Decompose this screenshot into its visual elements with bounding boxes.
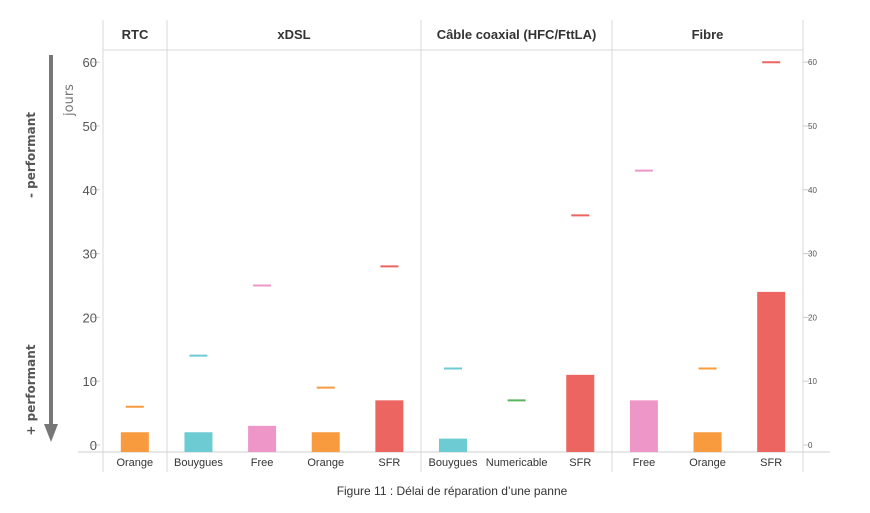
bar — [248, 425, 277, 452]
y-tick-left-label: 40 — [83, 183, 97, 198]
y-tick-right-label: 30 — [808, 250, 817, 259]
y-tick-right-label: 20 — [808, 313, 817, 322]
performance-arrow — [44, 55, 58, 442]
y-tick-left-label: 60 — [83, 55, 97, 70]
y-tick-left-label: 30 — [83, 247, 97, 262]
better-performance-label: + performant — [24, 344, 38, 435]
x-tick-label: Orange — [689, 457, 726, 469]
worse-performance-label: - performant — [24, 112, 38, 198]
y-axis-right: 0 10 20 30 40 50 60 — [803, 58, 817, 450]
bar — [311, 432, 340, 452]
x-tick-label: SFR — [760, 457, 782, 469]
bar — [757, 291, 786, 452]
x-tick-label: Orange — [307, 457, 344, 469]
x-tick-label: SFR — [569, 457, 591, 469]
y-tick-right-label: 40 — [808, 186, 817, 195]
x-axis-labels: Orange Bouygues Free Orange SFR Bouygues Numer… — [116, 457, 782, 469]
x-tick-label: Orange — [116, 457, 153, 469]
x-tick-label: Bouygues — [429, 457, 478, 469]
figure-caption: Figure 11 : Délai de réparation d’une pa… — [337, 484, 568, 498]
panel-title: xDSL — [277, 27, 310, 42]
panel-title: Câble coaxial (HFC/FttLA) — [437, 27, 597, 42]
y-tick-left-label: 20 — [83, 310, 97, 325]
bar — [375, 400, 404, 452]
bar — [693, 432, 722, 452]
y-tick-right-label: 50 — [808, 122, 817, 131]
max-markers — [125, 61, 781, 408]
y-tick-left-label: 10 — [83, 374, 97, 389]
x-tick-label: Free — [251, 457, 274, 469]
bar — [120, 432, 149, 452]
x-tick-label: Numericable — [486, 457, 548, 469]
y-tick-right-label: 60 — [808, 58, 817, 67]
panel-title: Fibre — [692, 27, 724, 42]
y-axis-left: 0 10 20 30 40 50 60 — [83, 55, 100, 453]
x-tick-label: Bouygues — [174, 457, 223, 469]
y-tick-right-label: 0 — [808, 441, 813, 450]
y-tick-right-label: 10 — [808, 377, 817, 386]
bars — [120, 291, 786, 452]
bar — [566, 374, 595, 452]
panel-headers: RTC xDSL Câble coaxial (HFC/FttLA) Fibre — [122, 27, 724, 42]
chart-frame — [78, 20, 830, 472]
panel-title: RTC — [122, 27, 149, 42]
bar — [184, 432, 213, 452]
bar — [439, 438, 467, 452]
x-tick-label: Free — [633, 457, 656, 469]
y-tick-left-label: 50 — [83, 119, 97, 134]
y-tick-left-label: 0 — [90, 438, 97, 453]
bar — [629, 400, 658, 452]
y-axis-title: jours — [62, 84, 77, 117]
x-tick-label: SFR — [378, 457, 400, 469]
